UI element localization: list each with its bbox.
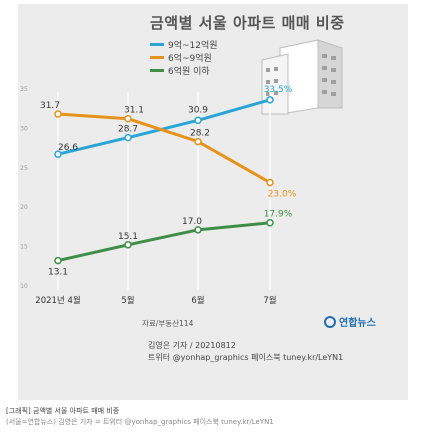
brand-name: 연합뉴스: [339, 318, 376, 329]
x-tick-label: 2021년 4월: [35, 295, 80, 306]
data-point: [54, 110, 62, 118]
credit-line-2: 트위터 @yonhap_graphics 페이스북 tuney.kr/LeYN1: [148, 353, 344, 362]
y-tick-label: 35: [20, 86, 28, 93]
data-label: 33.5%: [264, 85, 293, 95]
data-point: [124, 114, 132, 123]
data-point: [194, 116, 202, 125]
x-tick-label: 7월: [263, 295, 276, 306]
legend-item-9-12: 9억~12억원: [150, 38, 218, 51]
series-line: [57, 112, 271, 184]
data-label: 31.1: [124, 106, 144, 116]
data-label: 30.9: [188, 105, 208, 115]
data-point: [266, 218, 274, 227]
series-line: [57, 98, 271, 156]
chart-title: 금액별 서울 아파트 매매 비중: [150, 14, 345, 32]
data-label: 17.9%: [264, 210, 293, 220]
data-label: 13.1: [48, 268, 68, 278]
legend-item-6-9: 6억~9억원: [150, 51, 218, 64]
y-tick-label: 25: [20, 165, 28, 172]
legend-swatch: [150, 69, 164, 72]
legend-label: 9억~12억원: [168, 41, 218, 51]
data-label: 26.6: [58, 143, 78, 153]
data-point: [266, 96, 274, 104]
x-axis: 2021년 4월 5월 6월 7월: [35, 92, 277, 306]
data-label: 28.7: [118, 125, 138, 135]
legend-label: 6억~9억원: [168, 54, 212, 64]
credit: 김영은 기자 / 20210812 트위터 @yonhap_graphics 페…: [148, 340, 343, 364]
data-point: [194, 137, 202, 146]
data-point: [124, 133, 132, 142]
y-tick-label: 10: [20, 283, 28, 290]
data-point: [54, 256, 62, 265]
yonhap-logo-icon: [324, 315, 336, 328]
data-point: [194, 226, 202, 234]
data-label: 23.0%: [268, 190, 297, 200]
legend-swatch: [150, 43, 164, 46]
series-line: [57, 221, 271, 263]
source-note: 자료/부동산114: [142, 319, 194, 328]
series-layer: 26.6 28.7 30.9 33.5% 31.7 31.1 28.2 23.0% 13.1 15…: [40, 85, 297, 278]
x-tick-label: 5월: [121, 295, 134, 306]
brand-logo: 연합뉴스: [324, 314, 376, 329]
data-label: 28.2: [190, 129, 210, 139]
legend-label: 6억원 이하: [168, 67, 210, 77]
data-point: [54, 150, 62, 158]
caption-line-2: (서울=연합뉴스) 김영은 기자 = 트위터 @yonhap_graphics …: [6, 418, 274, 426]
data-point: [124, 241, 132, 249]
data-label: 17.0: [182, 217, 202, 227]
caption: [그래픽] 금액별 서울 아파트 매매 비중 (서울=연합뉴스) 김영은 기자 …: [6, 406, 274, 428]
y-tick-label: 30: [20, 125, 28, 132]
data-label: 15.1: [118, 232, 138, 242]
x-tick-label: 6월: [191, 295, 204, 306]
credit-line-1: 김영은 기자 / 20210812: [148, 341, 236, 350]
caption-line-1: [그래픽] 금액별 서울 아파트 매매 비중: [6, 407, 120, 415]
y-tick-label: 15: [20, 244, 28, 251]
chart-card: [18, 4, 408, 400]
data-label: 31.7: [40, 101, 60, 111]
y-tick-label: 20: [20, 204, 28, 211]
legend: 9억~12억원 6억~9억원 6억원 이하: [150, 38, 218, 77]
legend-item-under-6: 6억원 이하: [150, 64, 218, 77]
data-point: [266, 178, 274, 187]
y-axis: 35 30 25 20 15 10: [20, 86, 28, 290]
legend-swatch: [150, 56, 164, 59]
